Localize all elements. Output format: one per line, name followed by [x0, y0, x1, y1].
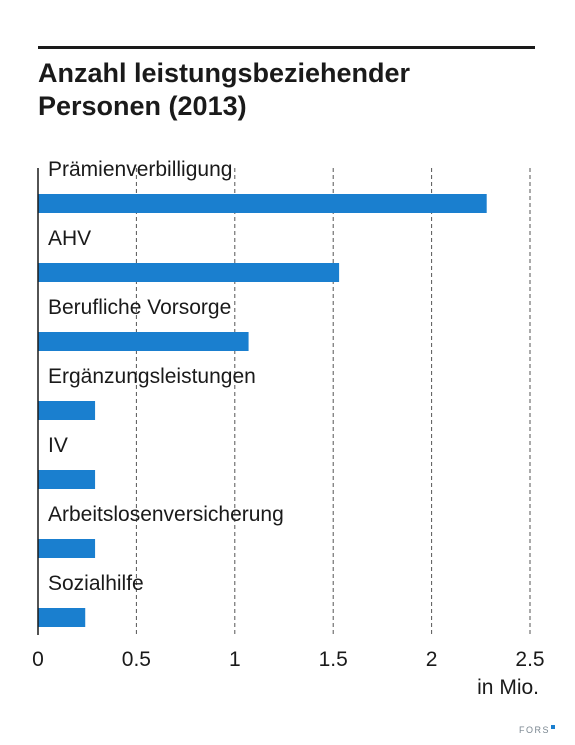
- bar: [38, 470, 96, 489]
- bar: [38, 608, 86, 627]
- category-label: Prämienverbilligung: [48, 158, 232, 181]
- x-tick-label: 2.5: [515, 648, 544, 671]
- category-label: IV: [48, 434, 68, 457]
- brand-logo: FORS: [519, 725, 555, 735]
- x-tick-label: 0.5: [122, 648, 151, 671]
- x-axis-unit-label: in Mio.: [477, 676, 539, 699]
- category-label: Ergänzungsleistungen: [48, 365, 256, 388]
- category-label: Berufliche Vorsorge: [48, 296, 231, 319]
- title-rule: [38, 46, 535, 49]
- brand-text: FORS: [518, 725, 550, 735]
- category-label: Sozialhilfe: [48, 572, 144, 595]
- chart-title: Anzahl leistungsbeziehender Personen (20…: [38, 58, 411, 121]
- brand-mark-icon: [551, 725, 555, 729]
- x-tick-label: 1: [229, 648, 241, 671]
- bar: [38, 401, 96, 420]
- bar: [38, 332, 249, 351]
- x-tick-label: 2: [426, 648, 438, 671]
- x-tick-label: 0: [32, 648, 44, 671]
- category-label: Arbeitslosenversicherung: [48, 503, 284, 526]
- x-tick-label: 1.5: [319, 648, 348, 671]
- bar: [38, 539, 96, 558]
- bar: [38, 194, 487, 213]
- category-label: AHV: [48, 227, 91, 250]
- bar: [38, 263, 340, 282]
